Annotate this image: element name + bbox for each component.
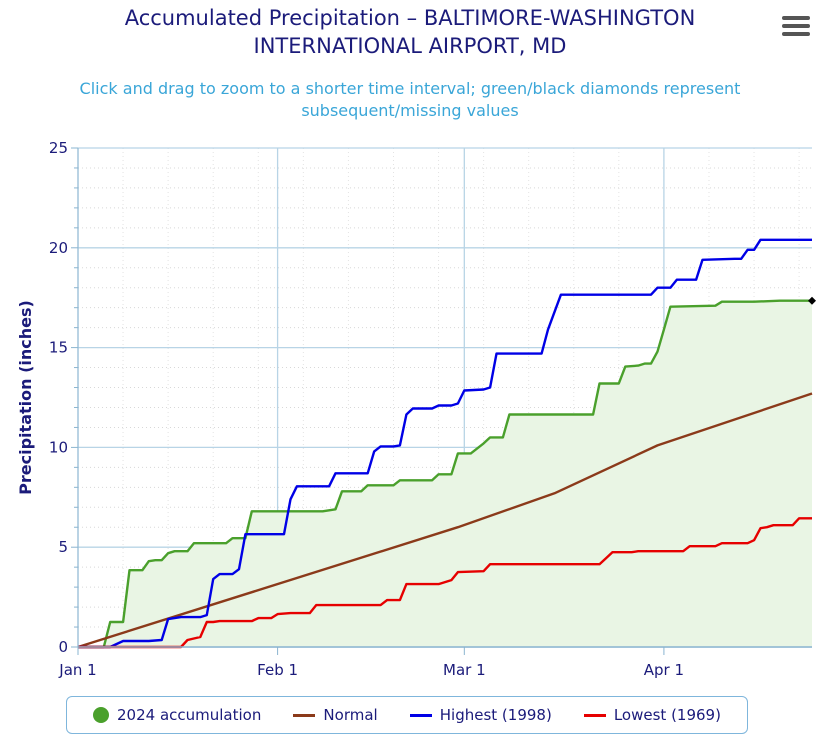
chart-subtitle: Click and drag to zoom to a shorter time… [20,78,800,122]
x-tick-label: Jan 1 [58,661,96,679]
chart-subtitle-line-2: subsequent/missing values [301,101,519,120]
series-line-2024-accumulation[interactable] [78,299,812,649]
menu-bar [782,32,810,36]
chart-legend: 2024 accumulation Normal Highest (1998) … [66,696,748,734]
menu-bar [782,24,810,28]
legend-item-2024-accumulation[interactable]: 2024 accumulation [93,706,261,724]
y-tick-label: 25 [49,139,68,157]
y-axis-label: Precipitation (inches) [16,300,35,495]
menu-bar [782,16,810,20]
chart-title-line-1: Accumulated Precipitation – BALTIMORE-WA… [124,6,696,30]
legend-item-lowest-1969[interactable]: Lowest (1969) [583,706,721,724]
legend-label: Highest (1998) [439,706,552,724]
y-tick-label: 20 [49,239,68,257]
series-line-highest-1998[interactable] [78,238,812,649]
series-line-lowest-1969[interactable] [78,517,812,649]
series-line-normal[interactable] [77,392,813,649]
x-tick-label: Mar 1 [443,661,486,679]
chart-subtitle-line-1: Click and drag to zoom to a shorter time… [79,79,741,98]
legend-label: 2024 accumulation [117,706,262,724]
y-tick-label: 15 [49,339,68,357]
missing-value-diamond-icon[interactable] [808,296,816,305]
x-tick-label: Feb 1 [257,661,298,679]
legend-dot-icon [93,707,110,723]
hamburger-menu-icon[interactable] [780,12,812,40]
legend-item-highest-1998[interactable]: Highest (1998) [409,706,552,724]
legend-line-icon [293,713,316,717]
y-tick-label: 0 [58,638,68,656]
y-tick-label: 5 [58,538,68,556]
legend-label: Lowest (1969) [613,706,721,724]
legend-label: Normal [323,706,378,724]
legend-line-icon [409,713,432,717]
legend-item-normal[interactable]: Normal [293,706,378,724]
chart-title-line-2: INTERNATIONAL AIRPORT, MD [253,34,567,58]
y-tick-label: 10 [49,438,68,456]
legend-line-icon [583,713,606,717]
series-area-0 [78,300,812,647]
chart-title: Accumulated Precipitation – BALTIMORE-WA… [40,4,780,60]
x-tick-label: Apr 1 [644,661,684,679]
